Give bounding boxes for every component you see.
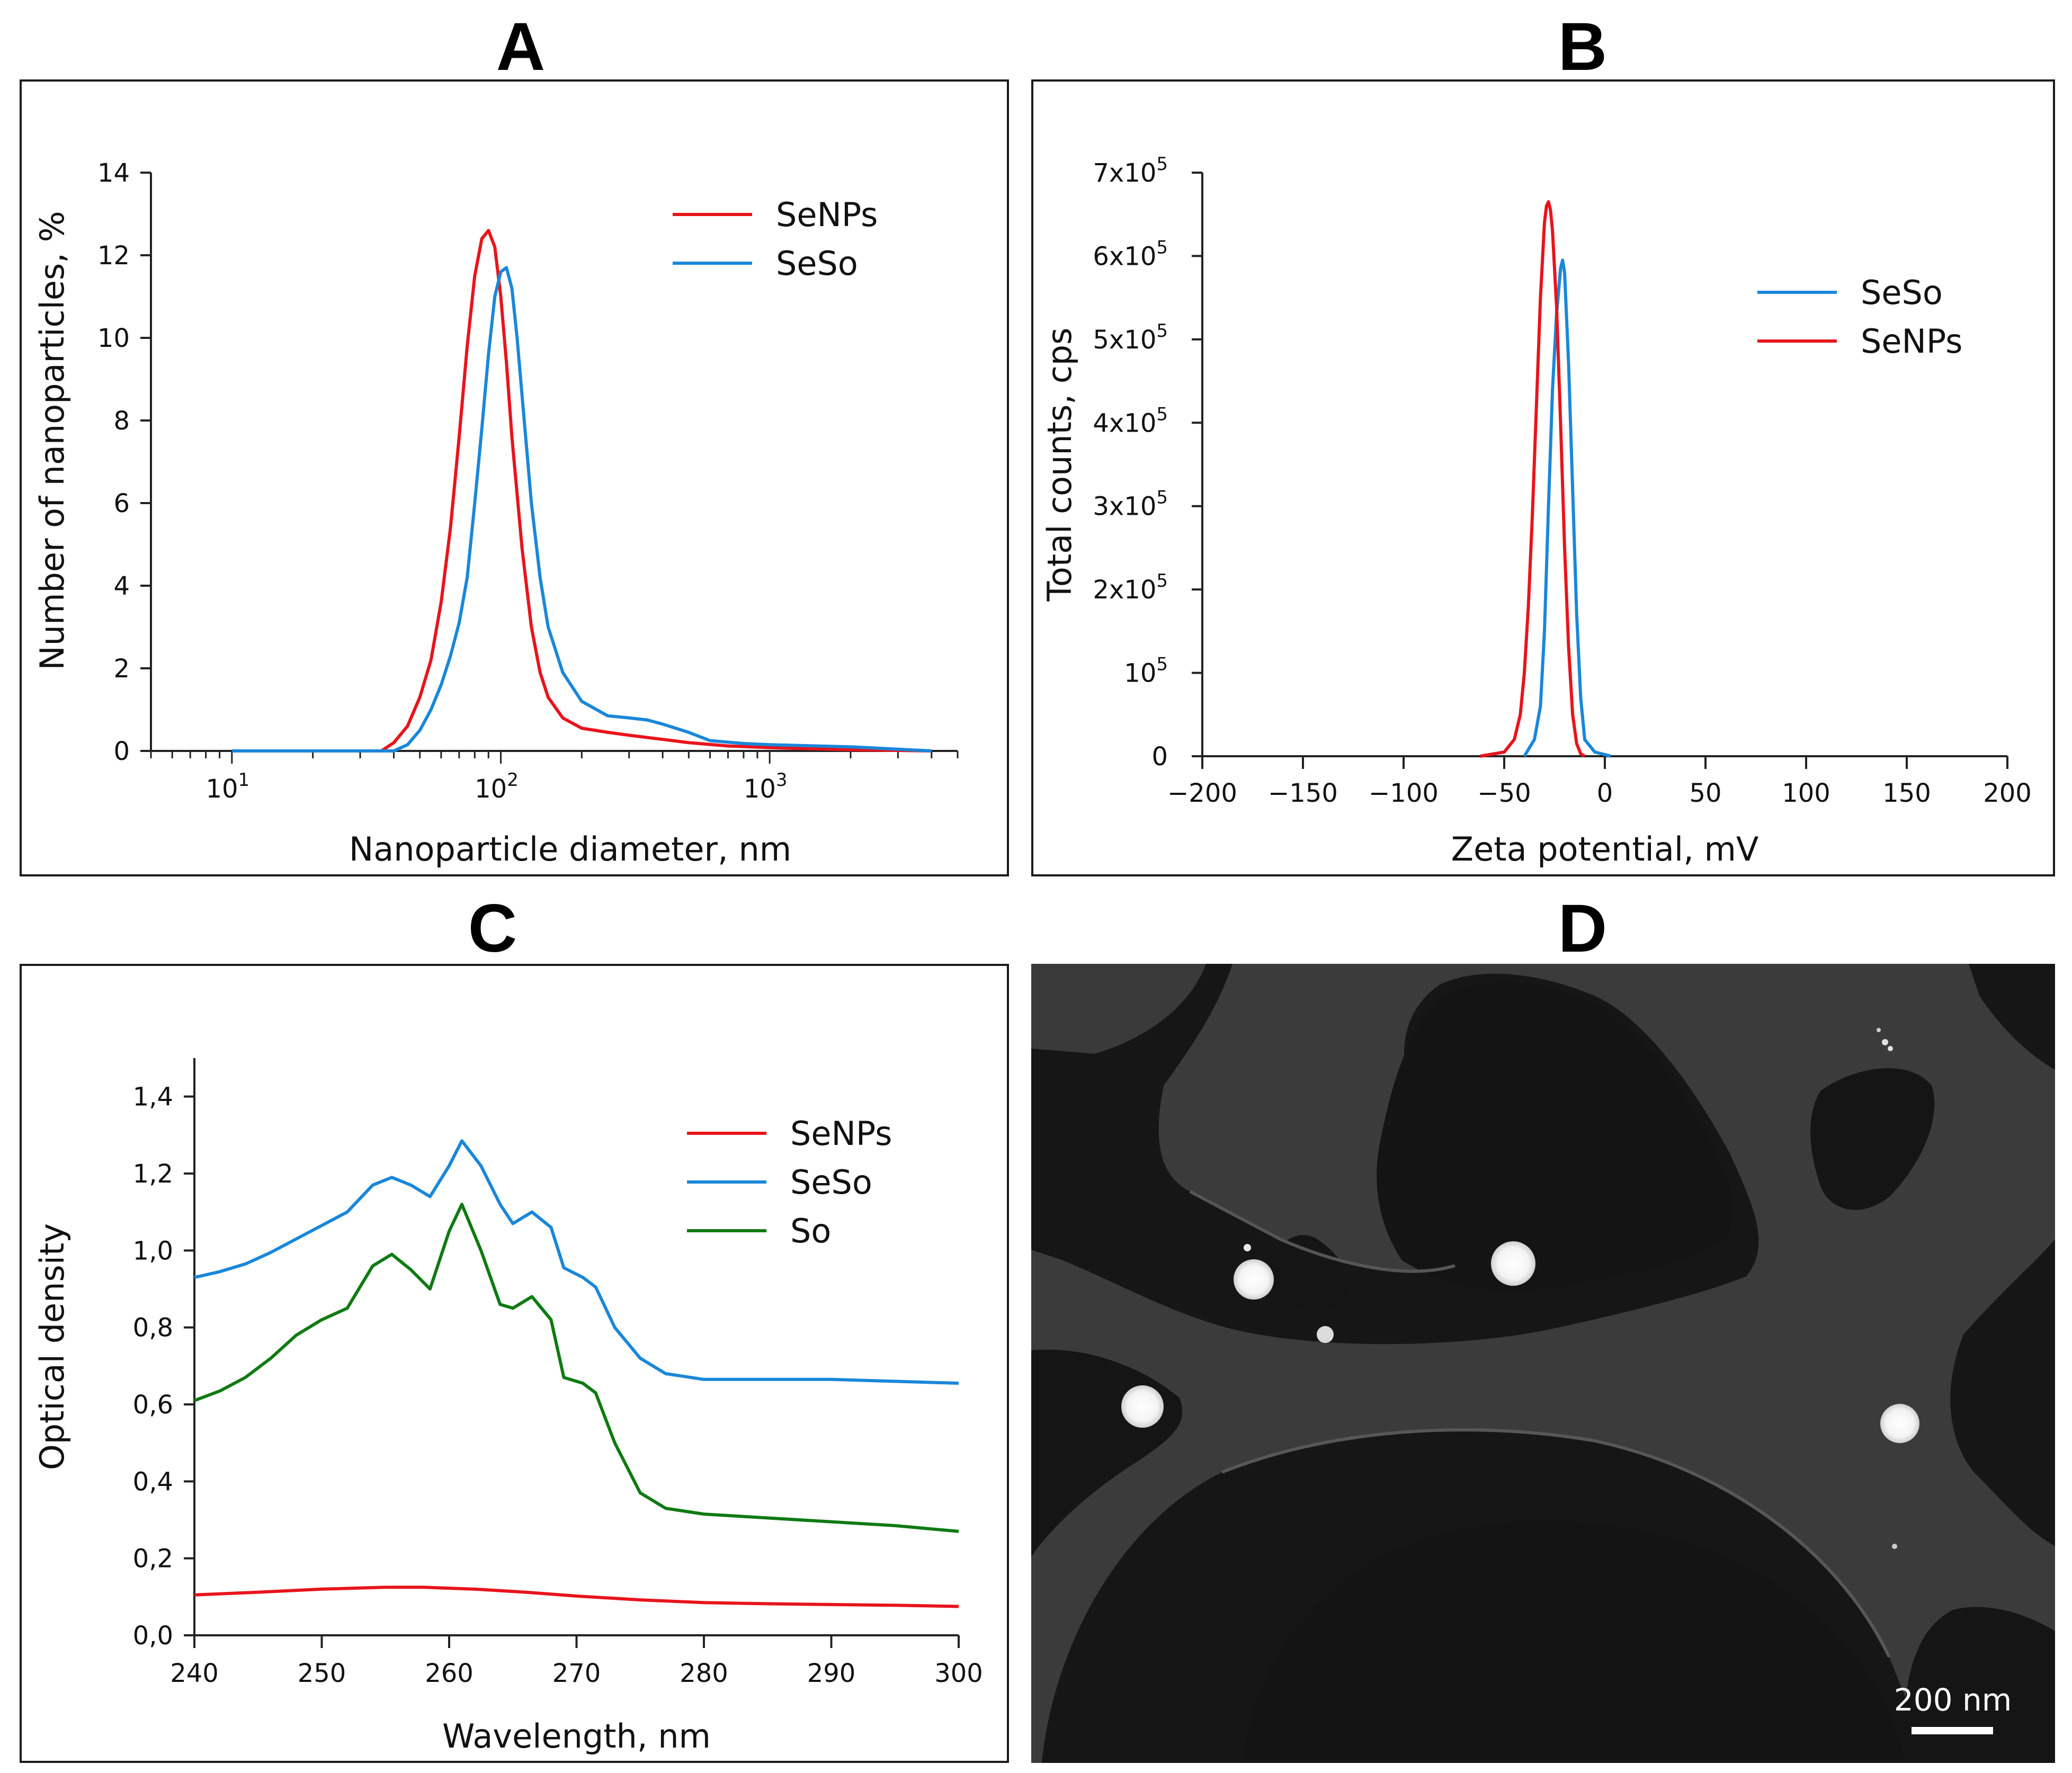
chart-c-y-tick-label: 0,0 (133, 1621, 173, 1651)
nanoparticle (1121, 1385, 1164, 1428)
nanoparticle (1244, 1244, 1251, 1251)
chart-c-x-tick-label: 270 (552, 1659, 601, 1688)
chart-c-series-seso (194, 1139, 959, 1385)
chart-c-x-tick-label: 280 (680, 1659, 728, 1688)
chart-c-y-tick-label: 0,2 (133, 1544, 173, 1574)
chart-c-series-so (193, 1203, 959, 1533)
nanoparticle (1317, 1326, 1334, 1343)
film-edge (1189, 1190, 1455, 1273)
carbon-film-region (1031, 964, 1206, 1054)
panel-label-b: B (1558, 9, 1607, 85)
chart-a-y-tick-label: 6 (113, 489, 130, 518)
film-hole (1270, 1235, 1350, 1310)
chart-a-legend-label-senps: SeNPs (776, 195, 878, 234)
chart-b-x-tick-label: −150 (1268, 778, 1338, 808)
chart-c-y-tick-label: 0,6 (133, 1390, 173, 1420)
chart-a-y-tick-label: 4 (113, 571, 130, 601)
chart-c-x-axis-title: Wavelength, nm (442, 1717, 711, 1756)
film-hole (1377, 982, 1733, 1291)
chart-b-y-tick-label: 0 (1151, 742, 1168, 772)
chart-b-legend-label-seso: SeSo (1861, 273, 1943, 312)
chart-b-x-tick-label: −100 (1369, 778, 1439, 808)
chart-c-y-tick-label: 1,2 (133, 1159, 173, 1189)
nanoparticle (1892, 1544, 1897, 1549)
chart-c-y-tick-label: 0,4 (133, 1467, 173, 1497)
chart-c-x-tick-label: 290 (807, 1659, 856, 1688)
micrograph-image: 200 nm (1031, 964, 2055, 1763)
chart-c-x-tick-label: 300 (934, 1659, 983, 1688)
film-hole (1810, 1068, 1935, 1210)
chart-a-x-tick-label: 103 (744, 769, 788, 804)
chart-b-y-tick-label: 6x105 (1093, 237, 1168, 271)
chart-b-series-senps (1479, 200, 1586, 758)
chart-b-y-tick-label: 3x105 (1093, 487, 1168, 522)
chart-b-x-tick-label: 100 (1782, 778, 1830, 808)
film-hole (1904, 1607, 2055, 1763)
micrograph-panel: 200 nm (1031, 964, 2055, 1763)
scale-bar (1912, 1727, 1993, 1734)
chart-c-y-tick-label: 1,4 (133, 1082, 173, 1112)
chart-c-y-axis-title: Optical density (33, 1223, 72, 1470)
film-hole (1243, 1521, 1905, 1763)
chart-b-x-tick-label: 0 (1597, 778, 1613, 808)
chart-b-x-axis-title: Zeta potential, mV (1451, 830, 1759, 868)
nanoparticle (1888, 1046, 1893, 1051)
chart-b-x-tick-label: −200 (1167, 778, 1237, 808)
chart-a-legend-label-seso: SeSo (776, 244, 858, 283)
chart-a-y-axis-title: Number of nanoparticles, % (33, 211, 72, 670)
film-edge (1221, 1428, 1891, 1658)
chart-a-y-tick-label: 10 (97, 324, 130, 353)
chart-c-y-tick-label: 1,0 (133, 1236, 173, 1266)
chart-c-legend-label-so: So (790, 1212, 831, 1250)
chart-b-y-tick-label: 7x105 (1093, 154, 1168, 188)
chart-c-x-tick-label: 250 (298, 1659, 346, 1688)
panel-label-d: D (1558, 891, 1607, 966)
chart-a-y-tick-label: 14 (97, 158, 130, 188)
chart-a-series-seso (231, 266, 932, 753)
chart-a-y-tick-label: 8 (113, 406, 130, 436)
chart-b-y-tick-label: 4x105 (1093, 404, 1168, 438)
nanoparticle (1882, 1039, 1888, 1045)
chart-b-x-tick-label: 50 (1689, 778, 1721, 808)
panel-label-a: A (496, 9, 546, 85)
chart-c-series-senps (194, 1586, 959, 1608)
chart-a-x-tick-label: 102 (475, 769, 519, 804)
chart-a-series-senps (231, 229, 932, 753)
nanoparticle (1880, 1404, 1919, 1443)
chart-a-x-axis-title: Nanoparticle diameter, nm (349, 830, 791, 868)
chart-c-legend-label-seso: SeSo (790, 1163, 872, 1202)
nanoparticle (1234, 1259, 1274, 1300)
chart-a-x-tick-label: 101 (206, 769, 249, 804)
chart-b-x-tick-label: 200 (1983, 778, 2032, 808)
chart-c-legend-label-senps: SeNPs (790, 1114, 892, 1153)
chart-a-y-tick-label: 12 (97, 241, 130, 271)
chart-b-x-tick-label: −50 (1477, 778, 1531, 808)
chart-a-y-tick-label: 2 (113, 654, 130, 684)
chart-b-y-tick-label: 5x105 (1093, 320, 1168, 355)
scale-bar-label: 200 nm (1894, 1682, 2012, 1718)
chart-b-y-tick-label: 2x105 (1093, 570, 1168, 605)
chart-b-series-seso (1523, 258, 1612, 758)
chart-a-y-tick-label: 0 (113, 737, 130, 766)
chart-b-y-tick-label: 105 (1124, 654, 1168, 688)
carbon-film-mesh (1031, 964, 2055, 1763)
panel-label-c: C (468, 891, 517, 966)
nanoparticle (1877, 1028, 1881, 1032)
chart-b-y-axis-title: Total counts, cps (1040, 328, 1079, 602)
chart-c-x-tick-label: 260 (425, 1659, 474, 1688)
chart-b-legend-label-senps: SeNPs (1861, 322, 1962, 361)
chart-c-y-tick-label: 0,8 (133, 1313, 173, 1343)
chart-c-x-tick-label: 240 (170, 1659, 219, 1688)
chart-b-x-tick-label: 150 (1882, 778, 1931, 808)
nanoparticle (1491, 1241, 1535, 1286)
